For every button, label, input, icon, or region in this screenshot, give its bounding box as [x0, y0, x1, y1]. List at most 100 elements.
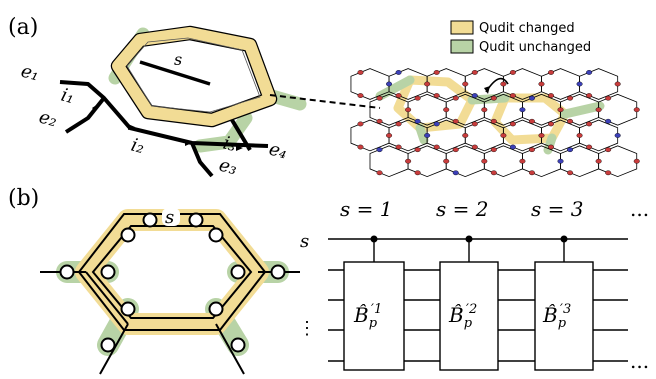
lattice-hexagon [407, 145, 447, 178]
qudit-dot [509, 121, 516, 127]
gate-1: B̂p′1 [343, 235, 405, 371]
qudit-dot [633, 158, 640, 164]
lattice-hexagon [598, 145, 638, 178]
label-i3: i₃ [221, 133, 239, 157]
gate-1-label: B̂p′1 [353, 302, 382, 331]
qudit-dot [538, 81, 545, 87]
arrowhead-1 [92, 104, 98, 111]
qudit-circle [270, 264, 286, 280]
qudit-dot [386, 81, 393, 87]
qudit-dot [576, 133, 583, 138]
panel-b-label: (b) [8, 186, 39, 211]
lower-graph [59, 80, 269, 178]
qudit-dot [395, 93, 402, 98]
qudit-dot [443, 158, 450, 164]
gate-2: B̂p′2 [439, 235, 499, 371]
qudit-dot [490, 118, 497, 124]
qudit-dot [386, 133, 393, 138]
qudit-dot [595, 158, 602, 164]
vdots: ⋮ [298, 318, 316, 339]
qudit-dot [509, 93, 516, 98]
qudit-dot [500, 81, 507, 87]
qudit-circle [100, 264, 116, 280]
qudit-dot [405, 107, 412, 113]
qudit-circle [188, 212, 204, 228]
qudit-dot [605, 147, 612, 153]
qudit-circle [230, 337, 246, 353]
qudit-dot [605, 118, 612, 124]
label-e1: e₁ [19, 61, 42, 86]
wire-s-label: s [300, 231, 309, 252]
gate-2-label: B̂p′2 [448, 302, 477, 331]
qudit-dot [424, 133, 431, 138]
qudit-dot [614, 133, 621, 138]
lattice-dots [357, 70, 640, 176]
rotate-arrowhead [484, 86, 490, 94]
qudit-dot [452, 147, 459, 153]
qudit-dot [357, 70, 364, 75]
legend-swatch-changed [450, 20, 474, 35]
gate-3: B̂p′3 [534, 235, 594, 371]
lattice-hexagon [579, 68, 619, 100]
qudit-dot [357, 93, 364, 98]
ellipsis-bottom: ... [630, 349, 649, 373]
plaquette-3d: s e₁ i₁ e₂ i₂ i₃ e₃ e₄ [19, 25, 307, 179]
qudit-dot [395, 144, 402, 150]
qudit-dot [452, 118, 459, 124]
qudit-circle [59, 264, 75, 280]
changed-hexagon-ribbon-fill [112, 27, 276, 126]
label-e4: e₄ [267, 139, 290, 164]
lattice-edges [350, 68, 638, 178]
qudit-dot [557, 158, 564, 164]
qudit-dot [605, 95, 612, 101]
hex-s-label-bg [162, 208, 180, 226]
qudit-circle [120, 301, 136, 317]
qudit-dot [433, 144, 440, 150]
qudit-dot [528, 170, 535, 176]
qudit-dot [395, 121, 402, 127]
gate-1-control-dot [370, 235, 378, 243]
gate-2-control-dot [465, 235, 473, 243]
qudit-dot [595, 107, 602, 113]
hex-qudits [59, 212, 286, 353]
qudit-dot [414, 95, 421, 101]
lattice-hexagon [483, 145, 523, 178]
lattice-hexagon [560, 145, 600, 178]
qudit-dot [357, 144, 364, 150]
panel-a-label: (a) [8, 15, 38, 40]
qudit-dot [586, 93, 593, 98]
qudit-dot [433, 70, 440, 75]
qudit-dot [433, 121, 440, 127]
qudit-dot [481, 107, 488, 113]
qudit-dot [547, 121, 554, 127]
plaquette-inner-edges [126, 37, 261, 113]
arrowhead-3 [185, 140, 192, 146]
legend-label-unchanged: Qudit unchanged [479, 40, 591, 55]
qudit-circle [208, 227, 224, 243]
label-i2: i₂ [129, 135, 147, 159]
qudit-dot [490, 170, 497, 176]
lattice-hexagon [579, 119, 619, 152]
dashed-connector [269, 94, 381, 109]
hex-s-label: s [165, 207, 174, 228]
qudit-dot [443, 107, 450, 113]
qudit-circle [100, 337, 116, 353]
highlight-green-links [375, 75, 605, 155]
qudit-dot [586, 70, 593, 75]
qudit-dot [490, 95, 497, 101]
lattice-highlights [375, 75, 605, 155]
qudit-circle [120, 227, 136, 243]
qudit-dot [567, 147, 574, 153]
qudit-dot [471, 121, 478, 127]
qudit-dot [567, 95, 574, 101]
qudit-dot [567, 118, 574, 124]
honeycomb-lattice [350, 68, 640, 178]
qudit-circle [230, 264, 246, 280]
gate-3-box [534, 261, 594, 371]
gate-2-box [439, 261, 499, 371]
lattice-hexagon [369, 145, 409, 178]
qudit-dot [357, 121, 364, 127]
hex-inner-line [91, 225, 253, 319]
qudit-dot [395, 70, 402, 75]
qudit-dot [567, 170, 574, 176]
